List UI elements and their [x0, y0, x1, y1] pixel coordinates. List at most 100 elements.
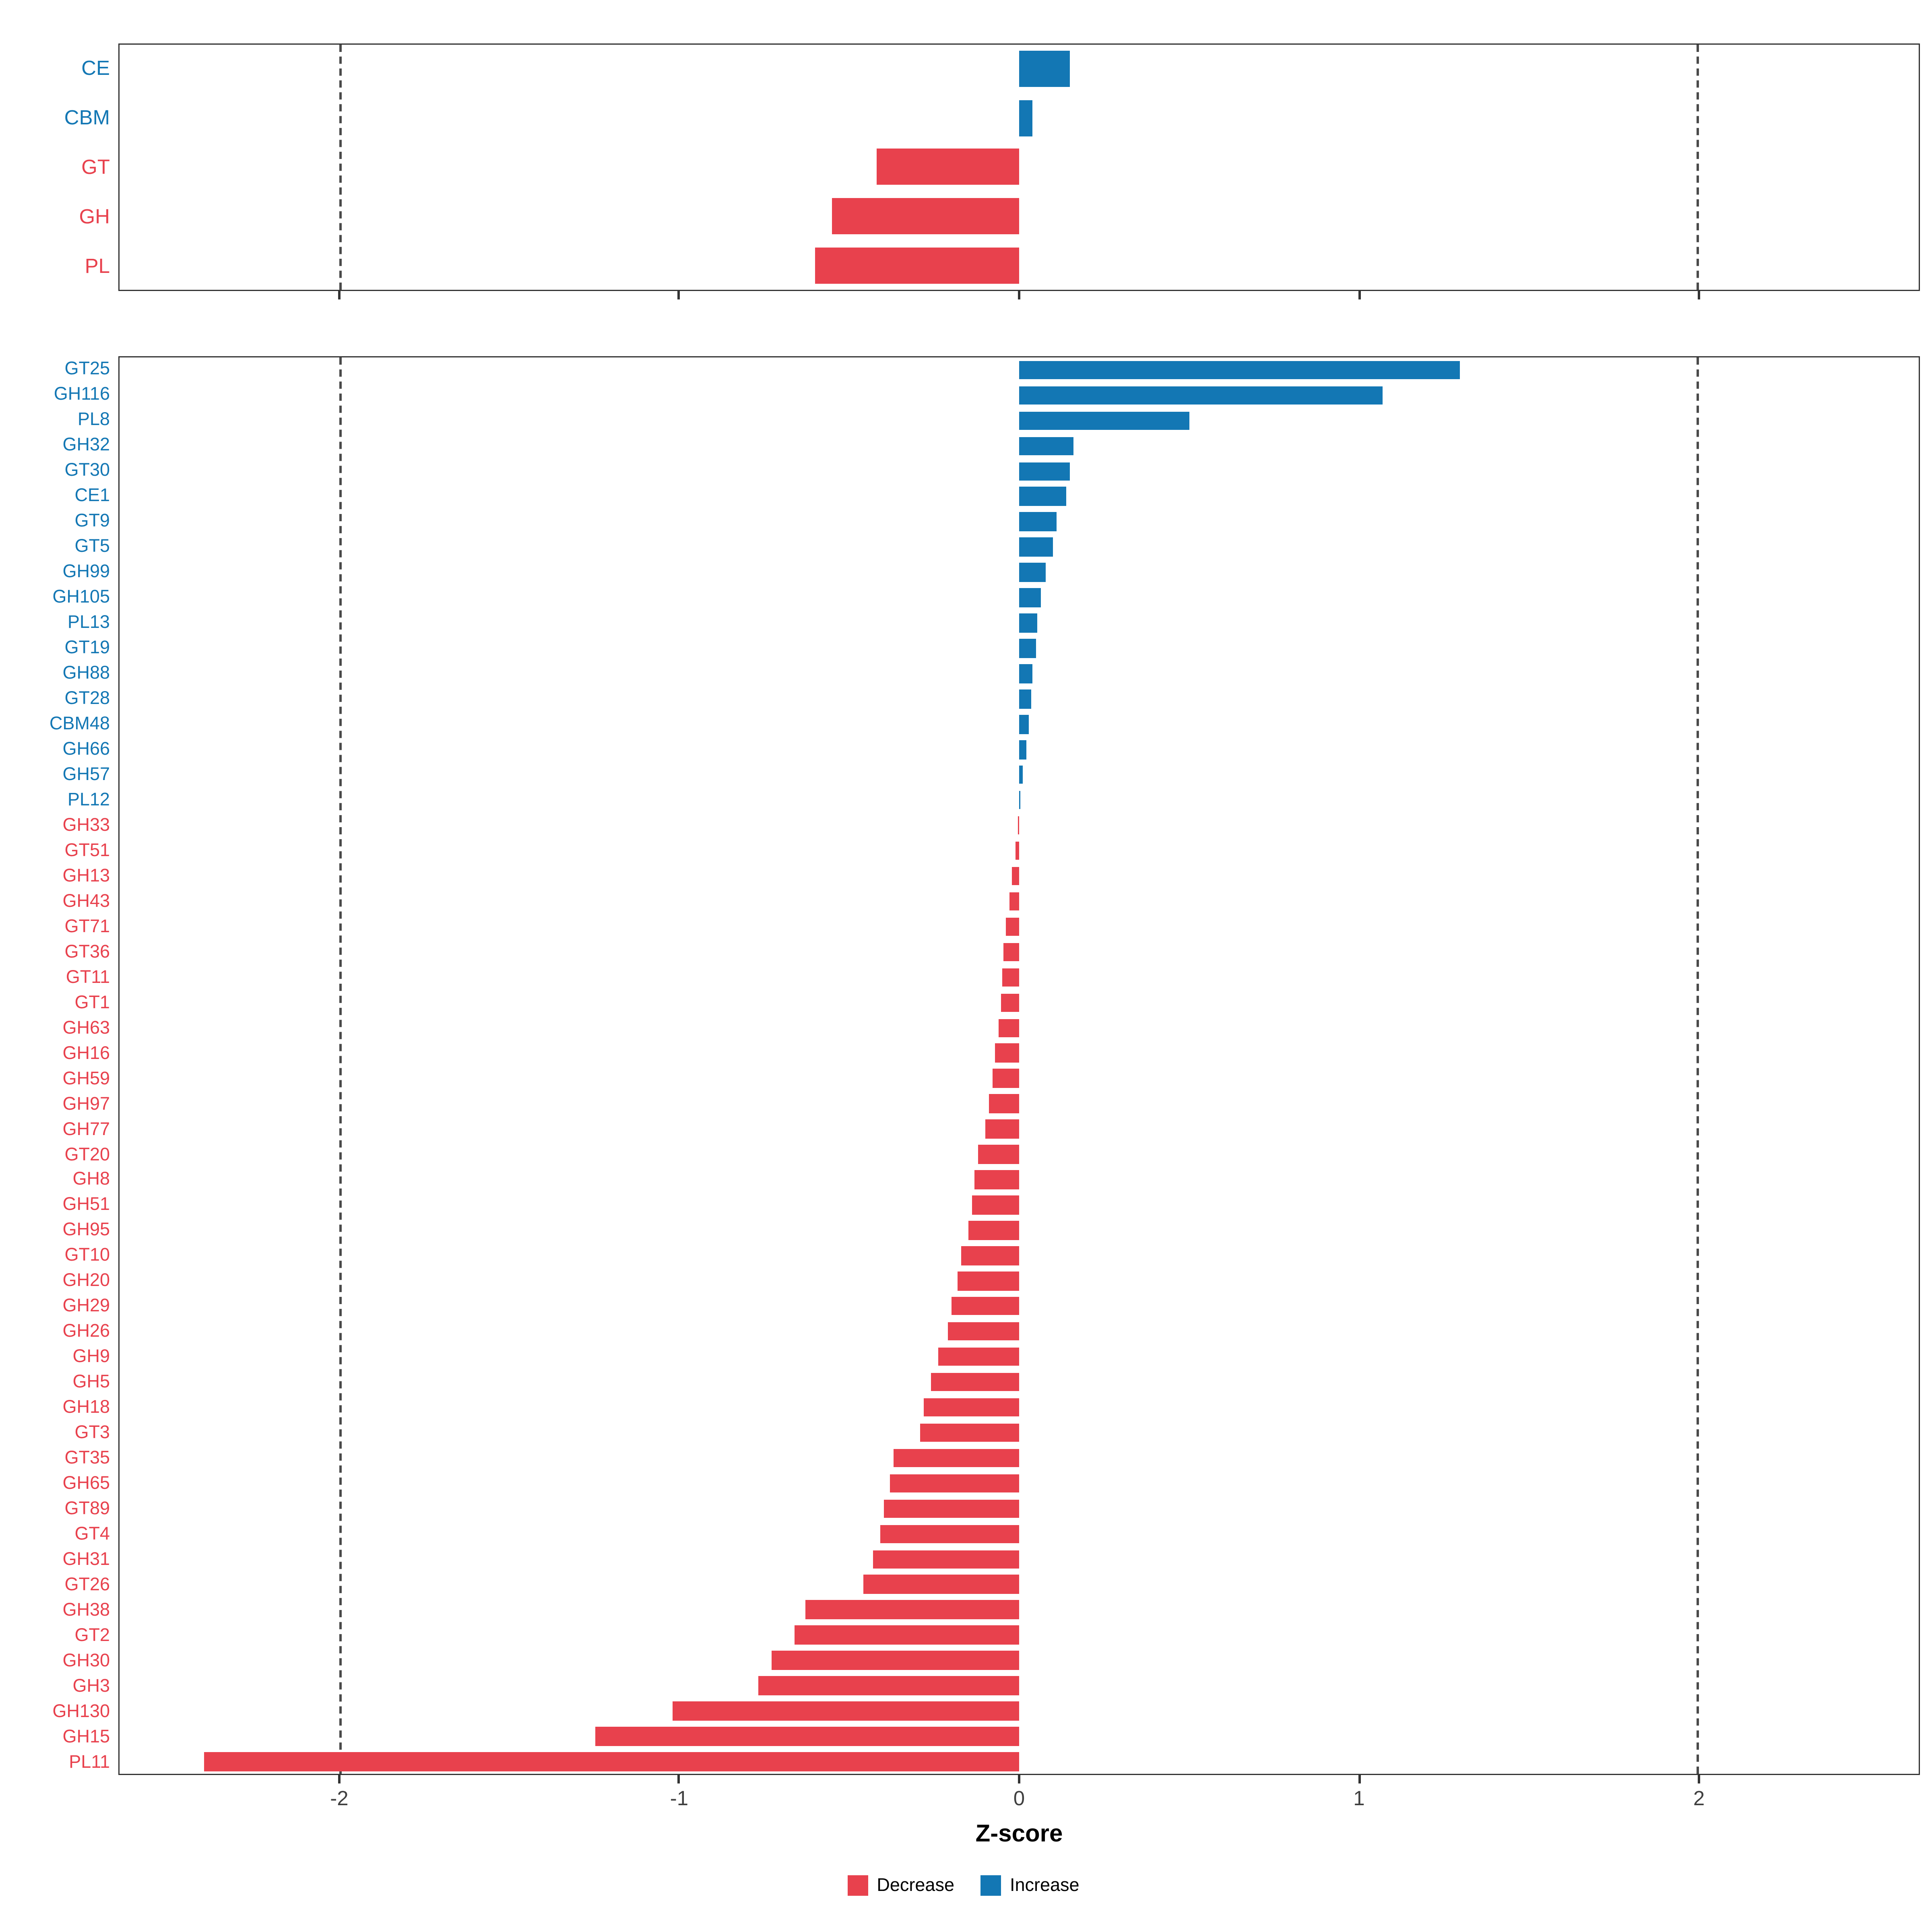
legend-label-increase: Increase: [1009, 1875, 1080, 1896]
bar-row: [120, 1091, 1919, 1117]
bar-GH5: [931, 1373, 1019, 1392]
category-label-GH130: GH130: [52, 1701, 110, 1722]
bar-GH18: [924, 1398, 1019, 1417]
category-label-PL11: PL11: [69, 1752, 110, 1773]
bar-row: [120, 484, 1919, 509]
bar-GT19: [1019, 639, 1036, 658]
bar-row: [120, 458, 1919, 484]
category-label-GT20: GT20: [64, 1144, 110, 1165]
bar-GH99: [1019, 563, 1046, 582]
decrease-swatch-icon: [848, 1875, 869, 1896]
bar-GH13: [1012, 867, 1019, 886]
category-label-PL13: PL13: [67, 612, 110, 633]
bar-GT30: [1019, 462, 1070, 481]
bar-row: [120, 357, 1919, 383]
axis-spacer: [7, 291, 118, 301]
x-axis-label-holder: Z-score: [118, 1821, 1920, 1849]
bar-PL13: [1019, 613, 1038, 633]
bar-row: [120, 1597, 1919, 1622]
category-label-GT19: GT19: [64, 637, 110, 658]
bar-row: [120, 1420, 1919, 1445]
category-label-GH105: GH105: [52, 586, 110, 607]
legend-label-decrease: Decrease: [877, 1875, 954, 1896]
category-label-GT51: GT51: [64, 840, 110, 861]
bottom-axis-ticks: [7, 1775, 1920, 1785]
category-label-GT36: GT36: [64, 941, 110, 962]
bar-row: [120, 1015, 1919, 1040]
tick-label: -2: [330, 1787, 349, 1810]
tick-mark: [1018, 1775, 1020, 1783]
bar-row: [120, 1395, 1919, 1420]
bar-GT10: [961, 1246, 1019, 1265]
tick-label: -1: [670, 1787, 689, 1810]
bar-row: [120, 1369, 1919, 1395]
legend: Decrease Increase: [7, 1875, 1920, 1896]
bar-row: [120, 535, 1919, 560]
bar-GH33: [1017, 816, 1019, 835]
bar-row: [120, 1622, 1919, 1648]
category-label-GT26: GT26: [64, 1575, 110, 1596]
category-label-GH57: GH57: [62, 764, 110, 785]
family-labels: GT25 GH116 PL8 GH32 GT30 CE1 GT9 GT5 GH99 GH105 PL…: [7, 356, 118, 1775]
bar-row: [120, 1319, 1919, 1344]
category-label-GT89: GT89: [64, 1499, 110, 1519]
bar-GH31: [873, 1550, 1019, 1569]
category-label-CE: CE: [81, 57, 110, 80]
category-label-GT: GT: [81, 156, 110, 179]
bar-row: [120, 143, 1919, 192]
category-label-CE1: CE1: [74, 485, 110, 506]
bar-GH97: [989, 1094, 1019, 1113]
category-label-GH116: GH116: [54, 384, 110, 405]
dashed-gridline: [1697, 45, 1699, 290]
category-label-GH32: GH32: [62, 434, 110, 455]
top-panel: [118, 43, 1920, 291]
bar-GH59: [992, 1069, 1019, 1088]
bar-row: [120, 1167, 1919, 1193]
tick-mark: [1358, 1775, 1360, 1783]
bar-row: [120, 1142, 1919, 1167]
bar-GT3: [921, 1423, 1019, 1442]
category-label-GT9: GT9: [74, 510, 110, 531]
bar-CE: [1019, 51, 1070, 87]
bar-row: [120, 737, 1919, 762]
bar-row: [120, 1471, 1919, 1496]
bar-row: [120, 1572, 1919, 1597]
bar-GH8: [975, 1170, 1019, 1189]
bar-row: [120, 1521, 1919, 1547]
bar-row: [120, 45, 1919, 94]
bar-GT26: [863, 1575, 1019, 1594]
bar-row: [120, 788, 1919, 813]
bar-row: [120, 1268, 1919, 1294]
bar-row: [120, 686, 1919, 712]
bar-PL11: [204, 1752, 1019, 1771]
tick-label: 1: [1353, 1787, 1365, 1810]
bar-row: [120, 1294, 1919, 1319]
category-label-PL: PL: [85, 255, 110, 278]
bar-row: [120, 433, 1919, 459]
category-label-GT28: GT28: [64, 688, 110, 709]
bar-row: [120, 838, 1919, 863]
category-label-GH15: GH15: [62, 1727, 110, 1748]
bar-GT9: [1019, 512, 1057, 531]
bar-GT1: [1000, 993, 1019, 1012]
category-label-GH66: GH66: [62, 739, 110, 760]
bar-row: [120, 1546, 1919, 1572]
category-label-CBM: CBM: [64, 106, 110, 129]
category-label-GH18: GH18: [62, 1397, 110, 1418]
legend-item-increase: Increase: [980, 1875, 1080, 1896]
bar-GT5: [1019, 538, 1053, 557]
bar-row: [120, 1749, 1919, 1774]
tick-mark: [1698, 1775, 1701, 1783]
category-label-GH63: GH63: [62, 1017, 110, 1038]
dashed-gridline: [339, 45, 342, 290]
dashed-gridline: [1697, 357, 1699, 1774]
top-summary-chart: CE CBM GT GH PL: [7, 43, 1920, 291]
category-label-GH: GH: [79, 205, 110, 228]
bar-row: [120, 1496, 1919, 1521]
bar-row: [120, 1243, 1919, 1268]
bar-GH3: [758, 1676, 1019, 1695]
category-label-PL12: PL12: [67, 789, 110, 810]
bar-row: [120, 192, 1919, 241]
category-label-GH59: GH59: [62, 1068, 110, 1089]
